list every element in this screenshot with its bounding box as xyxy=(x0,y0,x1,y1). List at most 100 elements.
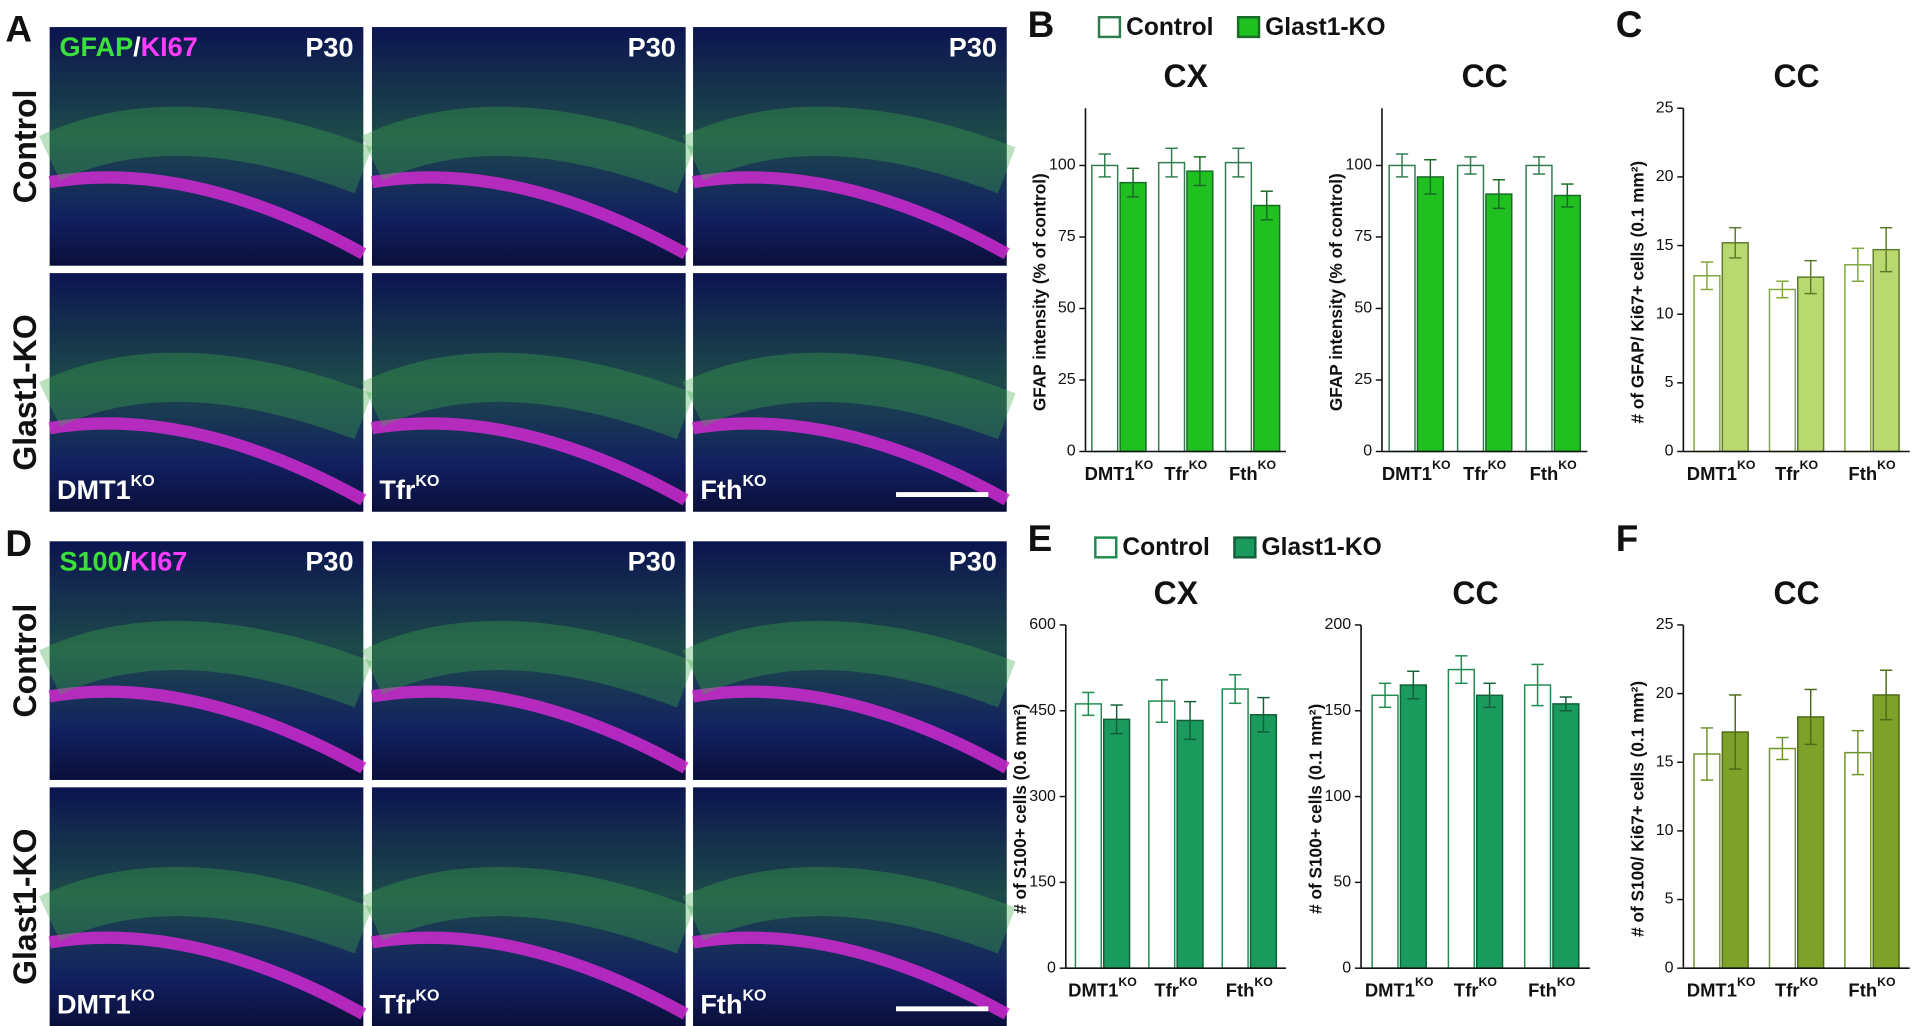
category-name: DMT1 xyxy=(1687,979,1737,1000)
category-superscript: KO xyxy=(1877,975,1896,989)
age-label: P30 xyxy=(305,547,353,577)
legend-label: Glast1-KO xyxy=(1261,534,1381,561)
column-label: TfrKO xyxy=(379,988,439,1020)
micrograph-haze xyxy=(361,106,695,194)
x-tick-label: DMT1KO xyxy=(1365,975,1434,1000)
panel-letter: B xyxy=(1028,4,1055,45)
error-bar xyxy=(1531,663,1544,707)
panel-letter: A xyxy=(5,9,32,50)
category-superscript: KO xyxy=(1800,975,1819,989)
age-label: P30 xyxy=(949,32,997,62)
column-name: DMT1 xyxy=(57,475,131,505)
category-superscript: KO xyxy=(1737,975,1756,989)
x-tick-label: FthKO xyxy=(1528,975,1576,1000)
error-bar xyxy=(1561,183,1574,208)
x-tick-label: DMT1KO xyxy=(1687,975,1756,1000)
error-bar xyxy=(1851,247,1865,282)
y-axis-label: # of S100+ cells (0.6 mm²) xyxy=(1010,704,1030,914)
age-label: P30 xyxy=(949,547,997,577)
error-bar xyxy=(1082,691,1095,717)
chart-title: CC xyxy=(1773,575,1819,611)
age-label: P30 xyxy=(305,32,353,62)
micrograph-band xyxy=(48,685,367,774)
category-superscript: KO xyxy=(1254,975,1273,989)
column-name: Tfr xyxy=(379,475,416,505)
row-label: Glast1-KO xyxy=(7,828,43,984)
bar xyxy=(1447,668,1475,969)
micrograph-band xyxy=(370,685,689,774)
y-tick-label: 600 xyxy=(1029,616,1056,633)
legend-swatch xyxy=(1094,536,1118,559)
x-tick-label: TfrKO xyxy=(1775,459,1818,484)
category-name: Tfr xyxy=(1775,463,1800,484)
stain-label: S100/KI67 xyxy=(59,547,187,577)
error-bar xyxy=(1193,156,1207,187)
marker-2: KI67 xyxy=(141,32,198,62)
chart-title: CC xyxy=(1462,58,1508,94)
category-name: Tfr xyxy=(1775,979,1800,1000)
bar xyxy=(1157,161,1186,453)
error-bar xyxy=(1729,226,1742,259)
micrograph-band xyxy=(692,171,1010,260)
chart-title: CX xyxy=(1154,575,1199,611)
bar xyxy=(1091,164,1119,453)
y-tick-label: 10 xyxy=(1656,305,1674,322)
error-bar xyxy=(1804,259,1817,295)
y-axis-label: # of S100+ cells (0.1 mm²) xyxy=(1305,704,1325,914)
bar xyxy=(1399,684,1427,969)
category-name: Fth xyxy=(1226,979,1255,1000)
bar xyxy=(1872,694,1900,969)
y-tick-label: 50 xyxy=(1333,874,1351,891)
category-superscript: KO xyxy=(1179,975,1198,989)
error-bar xyxy=(1532,156,1546,175)
bar xyxy=(1221,688,1249,969)
error-bar xyxy=(1700,261,1714,291)
micrograph-band xyxy=(370,417,689,506)
error-bar xyxy=(1879,226,1893,273)
bar xyxy=(1797,716,1825,969)
stain-label: GFAP/KI67 xyxy=(59,32,197,62)
bar xyxy=(1186,170,1214,453)
bar xyxy=(1844,751,1872,969)
error-bar xyxy=(1155,679,1168,723)
y-tick-label: 10 xyxy=(1656,822,1674,839)
error-bar xyxy=(1260,190,1273,221)
y-tick-label: 25 xyxy=(1656,616,1674,633)
micrograph-band xyxy=(692,417,1010,506)
bar xyxy=(1371,694,1399,969)
category-name: DMT1 xyxy=(1687,463,1737,484)
category-superscript: KO xyxy=(1488,459,1507,473)
bar xyxy=(1721,731,1749,969)
micrograph-haze xyxy=(682,620,1016,708)
y-tick-label: 150 xyxy=(1029,874,1056,891)
micrograph-band xyxy=(370,931,689,1020)
category-superscript: KO xyxy=(1479,975,1498,989)
x-tick-label: TfrKO xyxy=(1463,459,1506,484)
micrograph-haze xyxy=(682,106,1016,194)
marker-1: GFAP xyxy=(59,32,133,62)
bar xyxy=(1797,276,1825,453)
category-superscript: KO xyxy=(1415,975,1434,989)
y-tick-label: 25 xyxy=(1656,99,1674,116)
y-tick-label: 15 xyxy=(1656,753,1674,770)
error-bar xyxy=(1395,153,1409,178)
bar xyxy=(1872,248,1900,453)
y-axis-label: # of GFAP/ Ki67+ cells (0.1 mm²) xyxy=(1628,161,1648,424)
category-name: DMT1 xyxy=(1085,463,1135,484)
y-tick-label: 450 xyxy=(1029,702,1056,719)
row-label: Control xyxy=(7,604,43,718)
y-tick-label: 20 xyxy=(1656,685,1674,702)
column-superscript: KO xyxy=(131,988,155,1005)
y-tick-label: 50 xyxy=(1058,300,1076,317)
error-bar xyxy=(1110,704,1123,735)
micrograph-band xyxy=(48,171,367,260)
column-label: DMT1KO xyxy=(57,988,155,1020)
x-tick-label: TfrKO xyxy=(1164,459,1207,484)
y-tick-label: 100 xyxy=(1345,157,1372,174)
micrograph-band xyxy=(48,417,367,506)
y-tick-label: 0 xyxy=(1047,959,1056,976)
column-superscript: KO xyxy=(415,473,439,490)
category-name: Tfr xyxy=(1164,463,1189,484)
row-label: Control xyxy=(7,90,43,204)
